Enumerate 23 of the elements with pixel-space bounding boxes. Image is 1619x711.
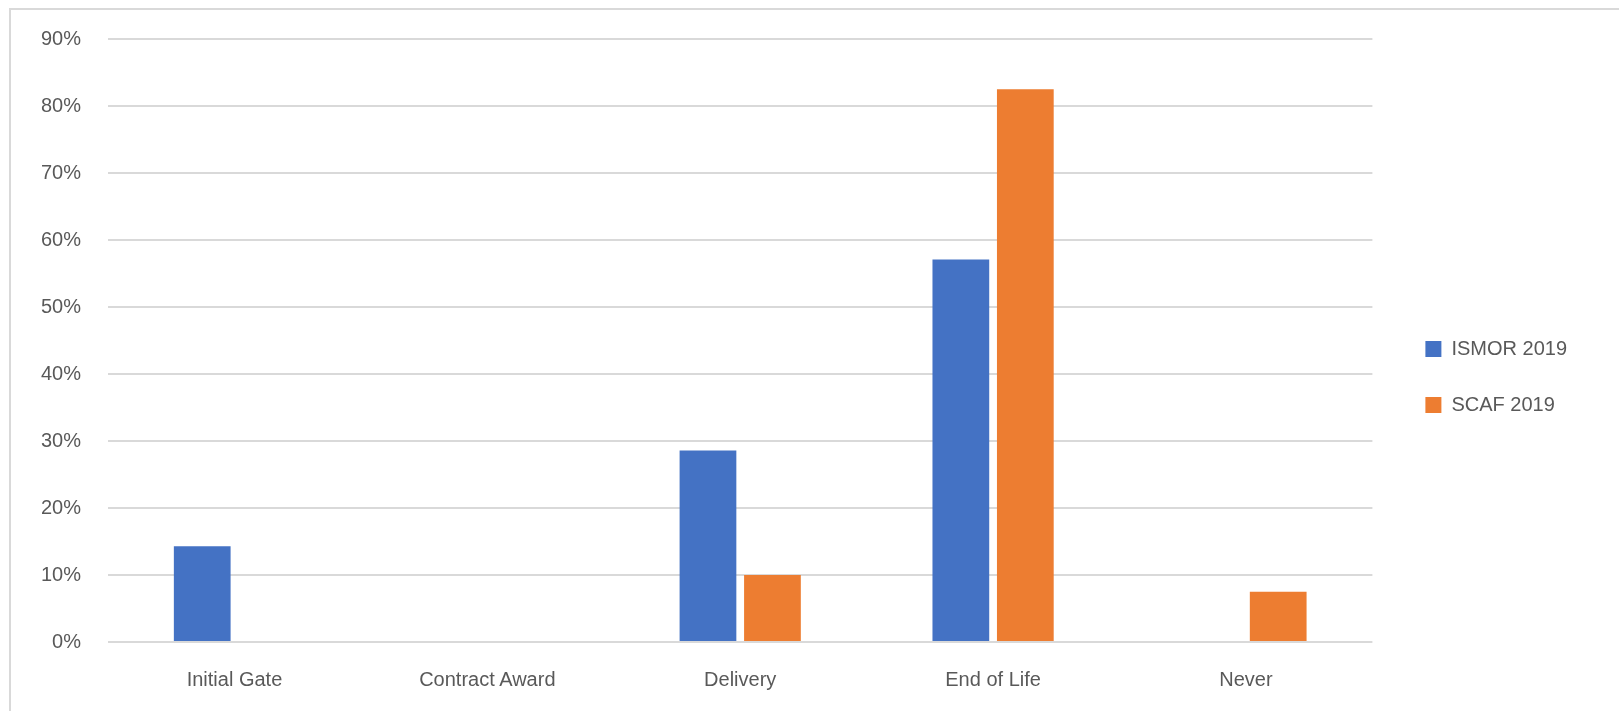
y-tick-label: 60%	[41, 227, 82, 250]
bar	[679, 450, 737, 641]
legend-label: SCAF 2019	[1451, 392, 1555, 415]
bar	[1249, 591, 1307, 641]
bar	[996, 89, 1054, 641]
x-tick-label: End of Life	[945, 667, 1041, 690]
x-tick-label: Never	[1219, 667, 1273, 690]
bar	[932, 259, 990, 641]
x-tick-label: Initial Gate	[186, 667, 283, 690]
y-tick-label: 30%	[41, 428, 82, 451]
y-tick-label: 20%	[41, 495, 82, 518]
x-tick-label: Contract Award	[419, 667, 556, 690]
x-tick-label: Delivery	[704, 667, 777, 690]
y-tick-label: 50%	[41, 294, 82, 317]
y-tick-label: 0%	[52, 629, 82, 652]
y-tick-label: 80%	[41, 93, 82, 116]
legend-label: ISMOR 2019	[1451, 336, 1567, 359]
y-tick-label: 10%	[41, 562, 82, 585]
y-tick-label: 90%	[41, 26, 82, 49]
y-tick-label: 70%	[41, 160, 82, 183]
y-tick-label: 40%	[41, 361, 82, 384]
bar	[744, 575, 801, 641]
bar	[173, 546, 231, 641]
